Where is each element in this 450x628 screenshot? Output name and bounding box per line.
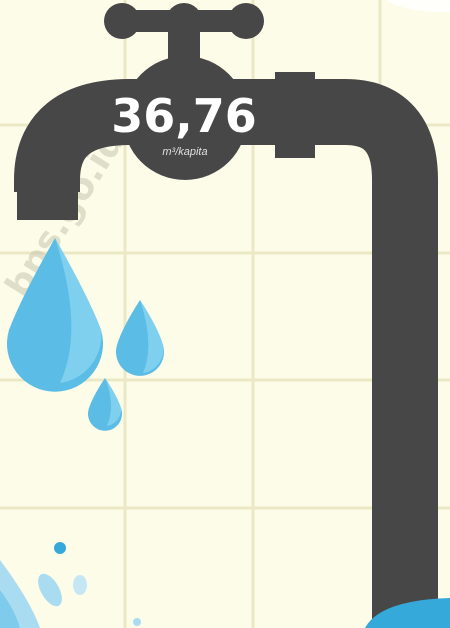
value: 36,76 <box>111 89 257 143</box>
splash <box>0 542 450 628</box>
corner-shadow <box>386 0 450 12</box>
unit: m³/kapita <box>162 146 207 158</box>
water-drops <box>7 238 164 431</box>
faucet <box>13 3 438 628</box>
